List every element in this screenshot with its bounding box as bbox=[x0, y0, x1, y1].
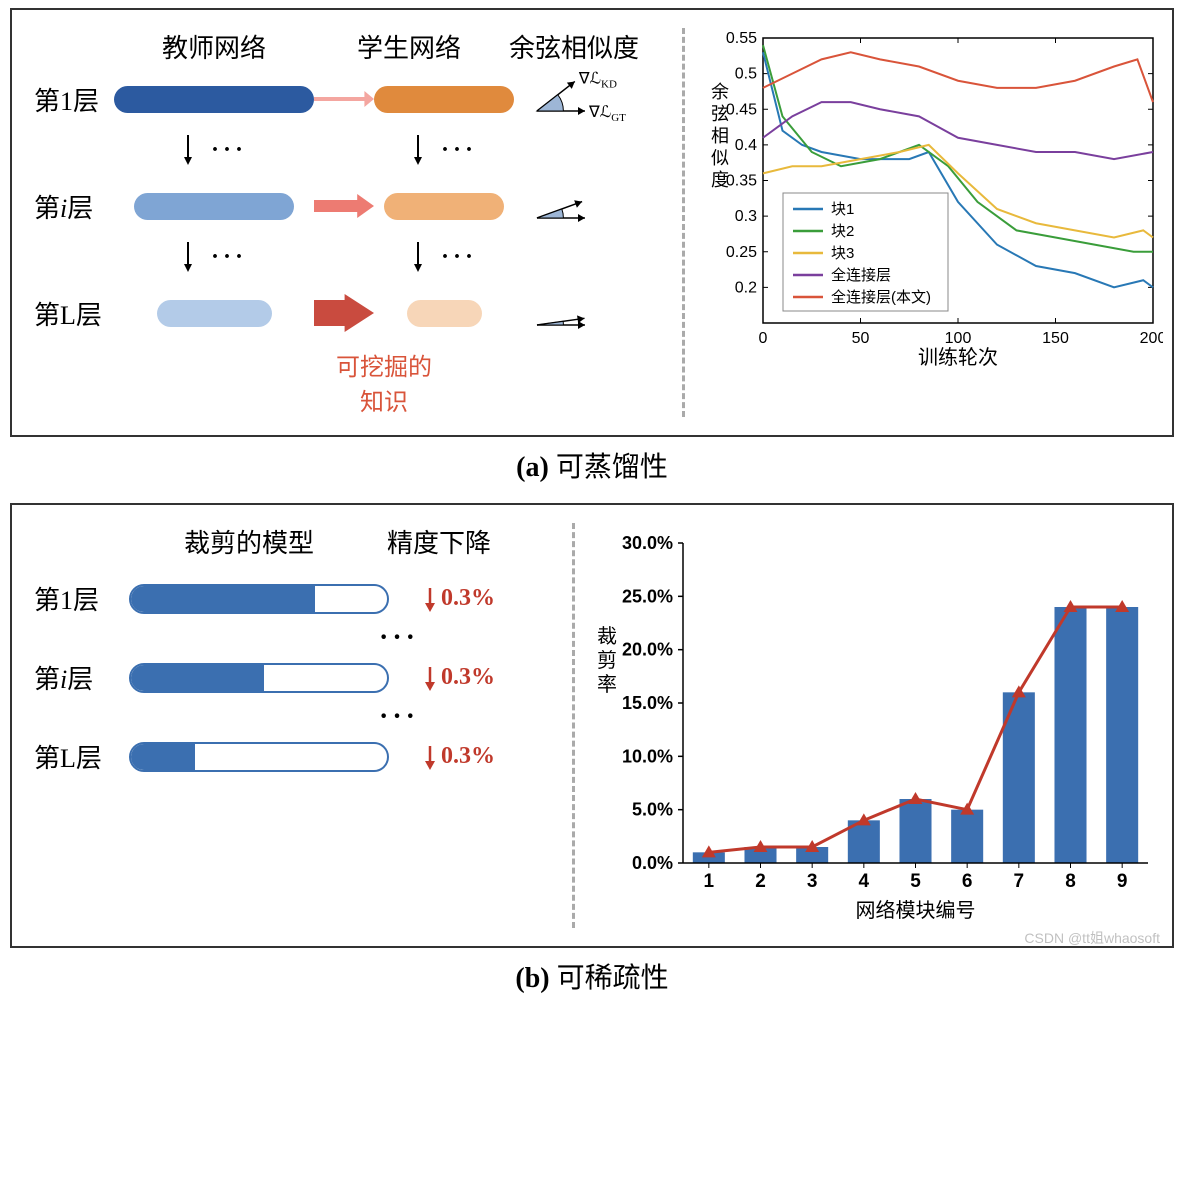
svg-text:0.5: 0.5 bbox=[735, 66, 757, 83]
pruned-bar bbox=[129, 584, 389, 614]
svg-text:10.0%: 10.0% bbox=[622, 746, 673, 766]
layer-label: 第L层 bbox=[34, 738, 129, 775]
svg-text:7: 7 bbox=[1014, 871, 1025, 892]
svg-text:弦: 弦 bbox=[711, 104, 729, 124]
svg-text:相: 相 bbox=[711, 126, 729, 146]
layer-label: 第i层 bbox=[34, 188, 114, 225]
svg-text:1: 1 bbox=[704, 871, 715, 892]
knowledge-arrow bbox=[314, 74, 374, 124]
watermark: CSDN @tt姐whaosoft bbox=[1024, 928, 1160, 948]
teacher-bar bbox=[114, 86, 314, 113]
panel-b-chart: 0.0% 5.0% 10.0% 15.0% 20.0% 25.0% 30.0% 1 2 3 4 5 6 7… bbox=[583, 523, 1163, 928]
teacher-bar bbox=[134, 193, 294, 220]
layer-row: 第1层 ∇ℒKD ∇ℒGT bbox=[34, 71, 674, 127]
svg-text:25.0%: 25.0% bbox=[622, 586, 673, 606]
student-bar bbox=[384, 193, 504, 220]
svg-text:余: 余 bbox=[711, 82, 729, 102]
svg-text:∇ℒKD: ∇ℒKD bbox=[578, 71, 617, 90]
layer-connector: ··· ··· bbox=[34, 133, 674, 172]
pruned-bar bbox=[129, 663, 389, 693]
knowledge-arrow bbox=[314, 288, 374, 338]
accuracy-drop: 0.3% bbox=[389, 664, 529, 691]
divider-b bbox=[572, 523, 575, 928]
svg-text:0.3: 0.3 bbox=[735, 208, 757, 225]
svg-text:6: 6 bbox=[962, 871, 973, 892]
svg-text:150: 150 bbox=[1042, 330, 1069, 347]
svg-text:5.0%: 5.0% bbox=[632, 800, 673, 820]
svg-text:0.0%: 0.0% bbox=[632, 853, 673, 873]
svg-text:20.0%: 20.0% bbox=[622, 640, 673, 660]
gradient-wedge bbox=[514, 178, 644, 234]
panel-b-content: 裁剪的模型 精度下降 第1层0.3%···第i层0.3%···第L层0.3% 0… bbox=[34, 523, 1150, 928]
svg-text:0.2: 0.2 bbox=[735, 279, 757, 296]
panel-b-headers: 裁剪的模型 精度下降 bbox=[34, 523, 564, 560]
divider-a bbox=[682, 28, 685, 417]
svg-text:∇ℒGT: ∇ℒGT bbox=[588, 104, 626, 124]
svg-text:全连接层: 全连接层 bbox=[831, 266, 891, 284]
svg-text:率: 率 bbox=[597, 673, 617, 696]
panel-a-content: 教师网络 学生网络 余弦相似度 第1层 ∇ℒKD ∇ℒGT ··· ··· 第i层 bbox=[34, 28, 1150, 417]
svg-text:剪: 剪 bbox=[597, 649, 617, 672]
pruned-layer-row: 第L层 0.3% bbox=[34, 738, 564, 775]
panel-a-left: 教师网络 学生网络 余弦相似度 第1层 ∇ℒKD ∇ℒGT ··· ··· 第i层 bbox=[34, 28, 674, 417]
knowledge-label: 可挖掘的 知识 bbox=[94, 347, 674, 417]
panel-a-chart: 0.2 0.25 0.3 0.35 0.4 0.45 0.5 0.55 0 50 100 150 200… bbox=[693, 28, 1163, 417]
svg-text:训练轮次: 训练轮次 bbox=[918, 346, 998, 368]
teacher-bar bbox=[157, 300, 272, 327]
gradient-wedge: ∇ℒKD ∇ℒGT bbox=[514, 71, 644, 127]
svg-text:块3: 块3 bbox=[831, 245, 854, 262]
acc-header: 精度下降 bbox=[369, 523, 509, 560]
svg-text:100: 100 bbox=[945, 330, 972, 347]
svg-text:200: 200 bbox=[1140, 330, 1163, 347]
pruned-layer-row: 第1层 0.3% bbox=[34, 580, 564, 617]
svg-text:8: 8 bbox=[1065, 871, 1076, 892]
svg-text:块1: 块1 bbox=[831, 201, 854, 218]
panel-a: 教师网络 学生网络 余弦相似度 第1层 ∇ℒKD ∇ℒGT ··· ··· 第i层 bbox=[10, 8, 1174, 437]
knowledge-arrow bbox=[314, 181, 374, 231]
panel-b: 裁剪的模型 精度下降 第1层0.3%···第i层0.3%···第L层0.3% 0… bbox=[10, 503, 1174, 948]
panel-a-headers: 教师网络 学生网络 余弦相似度 bbox=[34, 28, 674, 65]
svg-text:似: 似 bbox=[711, 148, 729, 168]
student-header: 学生网络 bbox=[314, 28, 504, 65]
pruned-layer-row: 第i层 0.3% bbox=[34, 659, 564, 696]
gradient-wedge bbox=[514, 285, 644, 341]
layer-connector: ··· ··· bbox=[34, 240, 674, 279]
svg-text:0.55: 0.55 bbox=[726, 30, 757, 47]
accuracy-drop: 0.3% bbox=[389, 743, 529, 770]
svg-text:网络模块编号: 网络模块编号 bbox=[856, 899, 976, 922]
svg-text:0: 0 bbox=[759, 330, 768, 347]
layer-label: 第1层 bbox=[34, 580, 129, 617]
svg-text:全连接层(本文): 全连接层(本文) bbox=[831, 288, 931, 306]
layer-label: 第i层 bbox=[34, 659, 129, 696]
caption-a: (a) 可蒸馏性 bbox=[0, 445, 1184, 485]
svg-text:度: 度 bbox=[711, 170, 729, 190]
accuracy-drop: 0.3% bbox=[389, 585, 529, 612]
svg-text:5: 5 bbox=[910, 871, 921, 892]
svg-text:0.45: 0.45 bbox=[726, 101, 757, 118]
layer-label: 第L层 bbox=[34, 295, 114, 332]
svg-text:裁: 裁 bbox=[597, 625, 617, 648]
svg-text:0.25: 0.25 bbox=[726, 244, 757, 261]
svg-text:50: 50 bbox=[852, 330, 870, 347]
teacher-header: 教师网络 bbox=[114, 28, 314, 65]
svg-text:3: 3 bbox=[807, 871, 818, 892]
panel-b-left: 裁剪的模型 精度下降 第1层0.3%···第i层0.3%···第L层0.3% bbox=[34, 523, 564, 928]
svg-text:15.0%: 15.0% bbox=[622, 693, 673, 713]
svg-text:0.35: 0.35 bbox=[726, 173, 757, 190]
svg-text:2: 2 bbox=[755, 871, 766, 892]
model-header: 裁剪的模型 bbox=[129, 523, 369, 560]
svg-text:4: 4 bbox=[859, 871, 870, 892]
layer-label: 第1层 bbox=[34, 81, 114, 118]
svg-text:块2: 块2 bbox=[831, 223, 854, 240]
layer-row: 第i层 bbox=[34, 178, 674, 234]
student-bar bbox=[407, 300, 482, 327]
layer-row: 第L层 bbox=[34, 285, 674, 341]
svg-text:0.4: 0.4 bbox=[735, 137, 757, 154]
similarity-header: 余弦相似度 bbox=[504, 28, 644, 65]
svg-text:9: 9 bbox=[1117, 871, 1128, 892]
pruned-bar bbox=[129, 742, 389, 772]
svg-text:30.0%: 30.0% bbox=[622, 533, 673, 553]
caption-b: (b) 可稀疏性 bbox=[0, 956, 1184, 996]
student-bar bbox=[374, 86, 514, 113]
